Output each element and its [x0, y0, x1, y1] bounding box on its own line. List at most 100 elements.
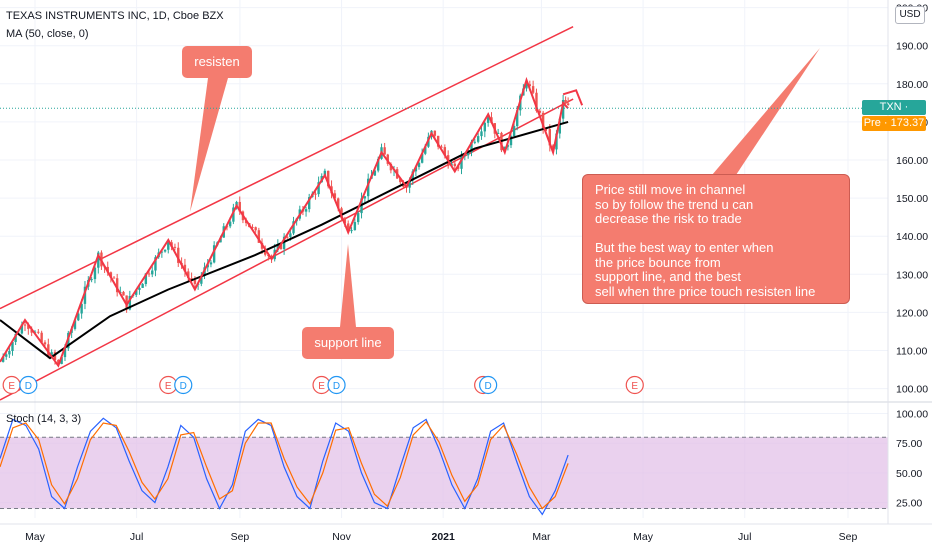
candle-body[interactable]: [57, 359, 60, 364]
candle-body[interactable]: [512, 126, 516, 137]
candle-body[interactable]: [389, 163, 393, 171]
candle-body[interactable]: [548, 129, 551, 146]
candle-body[interactable]: [350, 230, 353, 232]
candle-body[interactable]: [440, 146, 443, 148]
dividend-marker[interactable]: [19, 375, 38, 395]
candle-body[interactable]: [141, 284, 144, 288]
candle-body[interactable]: [343, 218, 347, 224]
candle-body[interactable]: [238, 201, 241, 212]
candle-body[interactable]: [53, 352, 57, 360]
candle-body[interactable]: [525, 84, 528, 89]
event-markers[interactable]: EDEDEDEDE: [2, 375, 644, 395]
candle-body[interactable]: [60, 357, 63, 364]
dividend-marker[interactable]: [327, 375, 346, 395]
candle-body[interactable]: [279, 244, 283, 249]
candle-body[interactable]: [470, 141, 473, 153]
candle-body[interactable]: [433, 130, 437, 136]
candle-body[interactable]: [411, 171, 414, 181]
candle-body[interactable]: [251, 227, 254, 229]
candle-body[interactable]: [424, 146, 427, 154]
candle-body[interactable]: [535, 92, 538, 111]
candle-body[interactable]: [122, 291, 125, 296]
candle-body[interactable]: [353, 222, 357, 231]
candle-body[interactable]: [483, 122, 487, 132]
candle-body[interactable]: [11, 341, 14, 352]
strategy-note-callout[interactable]: Price still move in channel so by follow …: [582, 174, 850, 304]
candle-body[interactable]: [561, 99, 565, 119]
candle-body[interactable]: [356, 213, 360, 223]
candle-body[interactable]: [63, 348, 67, 358]
candle-body[interactable]: [286, 236, 289, 238]
candle-body[interactable]: [232, 207, 235, 222]
candle-body[interactable]: [135, 289, 138, 295]
candle-body[interactable]: [366, 178, 370, 197]
candle-body[interactable]: [408, 180, 411, 188]
candle-body[interactable]: [167, 242, 170, 250]
candle-body[interactable]: [386, 154, 389, 164]
candle-body[interactable]: [476, 136, 480, 142]
candle-body[interactable]: [151, 270, 154, 275]
candle-body[interactable]: [154, 257, 157, 271]
candle-body[interactable]: [128, 296, 132, 310]
candle-body[interactable]: [466, 152, 470, 156]
candle-body[interactable]: [97, 252, 100, 268]
candle-body[interactable]: [187, 271, 190, 279]
candle-body[interactable]: [317, 182, 320, 195]
symbol-title[interactable]: TEXAS INSTRUMENTS INC, 1D, Cboe BZX: [6, 10, 224, 22]
candle-body[interactable]: [363, 196, 367, 199]
candle-body[interactable]: [200, 276, 203, 284]
candle-body[interactable]: [453, 163, 457, 167]
candle-body[interactable]: [109, 272, 113, 278]
candle-body[interactable]: [473, 141, 477, 143]
candle-body[interactable]: [383, 147, 386, 155]
candle-body[interactable]: [503, 146, 507, 151]
candle-body[interactable]: [314, 193, 317, 195]
candle-body[interactable]: [147, 273, 151, 275]
candle-body[interactable]: [209, 262, 213, 265]
candle-body[interactable]: [138, 287, 141, 290]
candle-body[interactable]: [276, 244, 280, 250]
candle-body[interactable]: [531, 86, 535, 93]
candle-body[interactable]: [144, 273, 148, 285]
candle-body[interactable]: [50, 352, 53, 357]
candle-body[interactable]: [564, 99, 567, 104]
candle-body[interactable]: [399, 178, 402, 183]
candle-body[interactable]: [460, 155, 463, 169]
candle-body[interactable]: [373, 170, 377, 176]
candle-body[interactable]: [289, 233, 292, 237]
candle-body[interactable]: [115, 278, 119, 293]
candle-body[interactable]: [340, 208, 343, 219]
dividend-marker[interactable]: [174, 375, 193, 395]
stoch-indicator-label[interactable]: Stoch (14, 3, 3): [6, 413, 82, 425]
candle-body[interactable]: [83, 286, 87, 304]
candle-body[interactable]: [436, 135, 440, 147]
candle-body[interactable]: [443, 147, 447, 156]
candle-body[interactable]: [163, 249, 167, 252]
ma-indicator-label[interactable]: MA (50, close, 0): [6, 28, 89, 40]
candle-body[interactable]: [541, 112, 545, 129]
candle-body[interactable]: [23, 324, 27, 326]
candle-body[interactable]: [566, 103, 570, 106]
candle-body[interactable]: [376, 158, 380, 171]
candle-body[interactable]: [193, 280, 197, 284]
candle-body[interactable]: [106, 266, 109, 273]
candle-body[interactable]: [515, 110, 519, 127]
candle-body[interactable]: [257, 230, 261, 243]
candle-body[interactable]: [292, 221, 295, 234]
candle-body[interactable]: [80, 303, 83, 314]
candle-body[interactable]: [528, 84, 532, 87]
candle-body[interactable]: [417, 162, 421, 168]
candle-body[interactable]: [8, 351, 11, 355]
candle-body[interactable]: [5, 354, 8, 357]
candle-body[interactable]: [506, 145, 510, 147]
candle-body[interactable]: [173, 246, 177, 248]
support-line-callout[interactable]: support line: [302, 327, 394, 359]
candle-body[interactable]: [347, 223, 350, 231]
candle-body[interactable]: [264, 248, 267, 255]
candle-body[interactable]: [414, 167, 418, 172]
candle-body[interactable]: [333, 193, 337, 199]
candle-body[interactable]: [190, 278, 193, 281]
candle-body[interactable]: [304, 209, 308, 212]
candle-body[interactable]: [77, 313, 80, 321]
candle-body[interactable]: [307, 197, 311, 210]
